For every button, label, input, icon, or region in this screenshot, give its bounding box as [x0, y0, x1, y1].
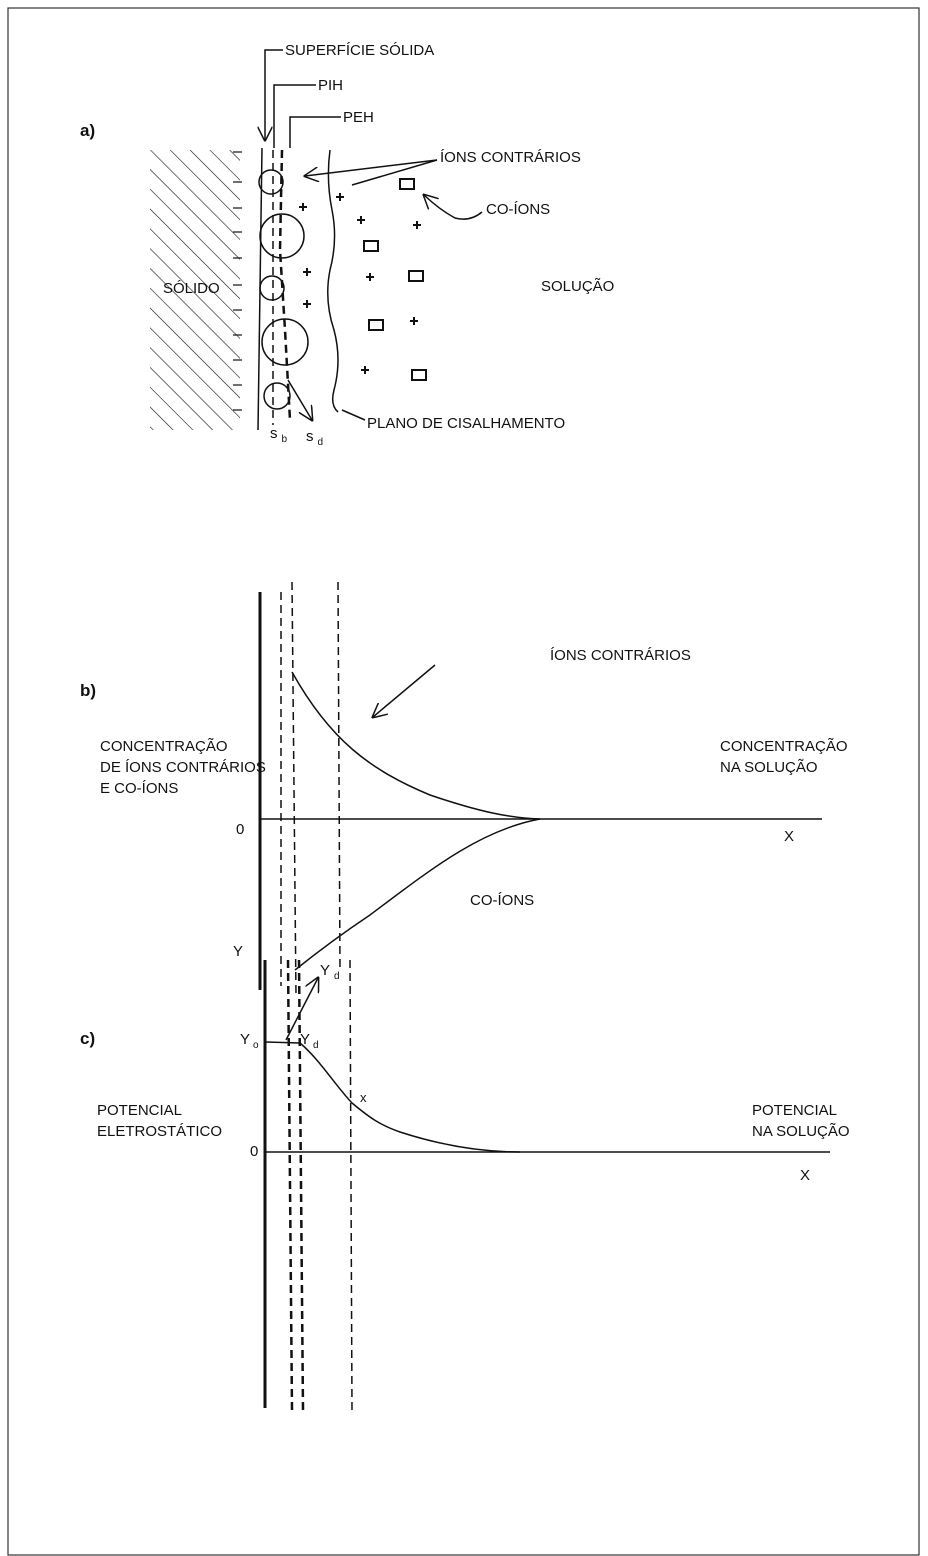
pointer: [305, 159, 438, 176]
panel-b: b) ÍONS CONTRÁRIOS CONCENTRAÇÃO DE ÍONS …: [80, 581, 848, 997]
panel-label: b): [80, 681, 96, 700]
solid-hatch: [150, 150, 240, 430]
label: PLANO DE CISALHAMENTO: [367, 415, 565, 432]
label: SÓLIDO: [163, 280, 220, 297]
label: PEH: [343, 109, 374, 126]
label: CO-ÍONS: [486, 201, 550, 218]
label: E CO-ÍONS: [100, 780, 178, 797]
label: x: [360, 1090, 367, 1105]
co-ion-boxes: [363, 178, 427, 381]
shear-line: [349, 959, 353, 1411]
counter-ion-curve: [291, 671, 541, 820]
label: DE ÍONS CONTRÁRIOS: [100, 759, 266, 776]
pointer: [273, 84, 316, 148]
label: CONCENTRAÇÃO: [100, 738, 228, 755]
label: X: [800, 1167, 810, 1184]
pointer: [341, 409, 366, 421]
peh-line: [291, 581, 297, 997]
panel-label: c): [80, 1029, 95, 1048]
co-ion-curve: [294, 818, 541, 971]
shear-plane: [327, 149, 339, 413]
label: POTENCIAL: [752, 1102, 837, 1119]
label: Y: [233, 943, 243, 960]
pointer: [373, 664, 436, 717]
label: NA SOLUÇÃO: [752, 1123, 850, 1140]
counter-ion-signs: [299, 193, 421, 374]
hydrated-ions: [258, 169, 309, 410]
pointer: [285, 978, 318, 1041]
label: 0: [236, 821, 244, 838]
pih-line: [286, 959, 294, 1411]
pointer: [287, 379, 312, 420]
label: ÍONS CONTRÁRIOS: [440, 149, 581, 166]
label: NA SOLUÇÃO: [720, 759, 818, 776]
label: X: [784, 828, 794, 845]
label: ÍONS CONTRÁRIOS: [550, 647, 691, 664]
surface-charges: [233, 151, 242, 411]
pointer: [289, 116, 341, 148]
peh-line: [278, 149, 292, 421]
frame: [7, 7, 920, 1556]
panel-a: a) SUPERFÍCIE SÓLIDA PIH PEH ÍONS CONTRÁ…: [80, 42, 614, 448]
pointer: [265, 49, 283, 140]
label: CO-ÍONS: [470, 892, 534, 909]
label: SOLUÇÃO: [541, 278, 614, 295]
label: POTENCIAL: [97, 1102, 182, 1119]
label: SUPERFÍCIE SÓLIDA: [285, 42, 434, 59]
label: ELETROSTÁTICO: [97, 1123, 222, 1140]
label: CONCENTRAÇÃO: [720, 738, 848, 755]
label: PIH: [318, 77, 343, 94]
label: 0: [250, 1143, 258, 1160]
shear-line: [337, 581, 341, 971]
pointer: [351, 159, 438, 186]
panel-label: a): [80, 121, 95, 140]
pointer: [424, 195, 483, 220]
peh-line: [297, 959, 305, 1411]
potential-curve: [265, 1041, 521, 1153]
